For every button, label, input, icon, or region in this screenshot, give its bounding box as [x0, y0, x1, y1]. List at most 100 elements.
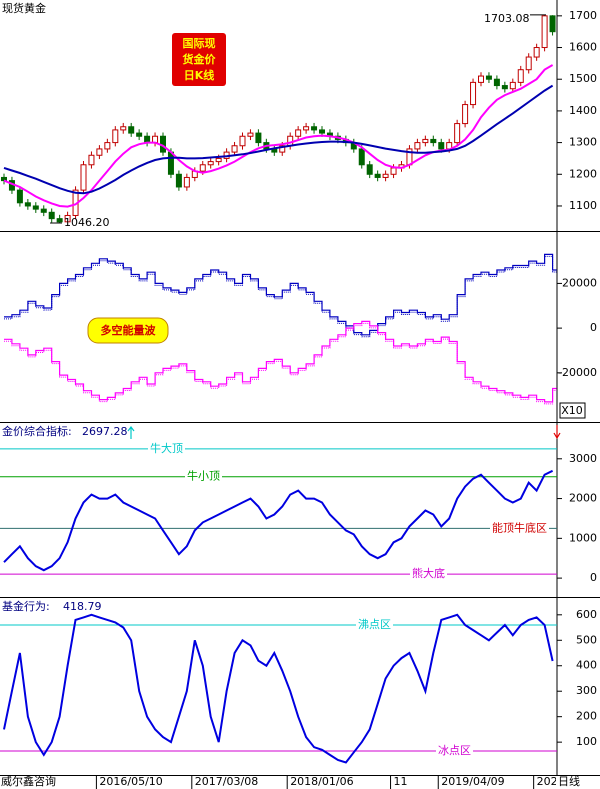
- level-label-bg: [148, 442, 185, 455]
- y-tick-label: 300: [576, 684, 597, 697]
- y-tick-label: 20000: [562, 276, 597, 289]
- level-label: 沸点区: [358, 618, 391, 631]
- candle-body: [485, 75, 492, 80]
- panel-title: 基金行为:: [2, 599, 50, 613]
- level-label-bg: [436, 745, 473, 758]
- candle-body: [112, 129, 119, 144]
- up-arrow: [127, 426, 135, 439]
- candle-body: [32, 205, 39, 210]
- indicator-line: [3, 469, 554, 572]
- candle-body: [279, 145, 286, 153]
- level-label: 能顶牛底区: [492, 520, 547, 534]
- y-tick-label: 200: [576, 710, 597, 723]
- candle-body: [247, 132, 254, 137]
- candle-body: [16, 189, 23, 204]
- candle-body: [374, 173, 381, 178]
- x-tick-label: 2018/01/06: [290, 775, 353, 788]
- candle-body: [183, 176, 190, 188]
- level-label: 牛小顶: [187, 469, 220, 483]
- candle-body: [1, 176, 7, 182]
- candle-body: [478, 75, 484, 83]
- y-tick-label: 3000: [569, 452, 597, 465]
- y-tick-label: -20000: [558, 366, 597, 379]
- candle-body: [319, 129, 325, 134]
- x-tick-label: 11: [394, 775, 408, 788]
- current-value: 418.79: [63, 600, 102, 613]
- scale-label: X10: [561, 404, 583, 417]
- y-tick-label: 1200: [569, 167, 597, 180]
- y-tick-label: 600: [576, 608, 597, 621]
- moving-average: [3, 64, 554, 208]
- candle-body: [80, 164, 87, 191]
- candle-body: [64, 214, 71, 223]
- level-label-bg: [410, 568, 447, 581]
- candle-body: [549, 15, 556, 33]
- candle-body: [120, 126, 127, 131]
- y-tick-label: 2000: [569, 492, 597, 505]
- panel-title: 金价综合指标:: [2, 424, 72, 438]
- candle-body: [215, 157, 222, 163]
- candle-body: [414, 142, 421, 150]
- y-tick-label: 0: [590, 321, 597, 334]
- x-tick-label: 2019/04/09: [441, 775, 504, 788]
- x-tick-label: 2016/05/10: [99, 775, 162, 788]
- candle-body: [56, 218, 63, 223]
- label-box: [87, 317, 169, 344]
- candle-body: [533, 47, 540, 58]
- current-value: 2697.28: [82, 425, 128, 438]
- step-line-shadow: [4, 255, 557, 338]
- candle-body: [175, 173, 182, 188]
- level-label-bg: [490, 522, 549, 535]
- candle-body: [88, 154, 95, 166]
- candle-body: [454, 123, 461, 144]
- candle-body: [96, 148, 103, 156]
- candle-body: [462, 104, 469, 125]
- down-arrow: [553, 425, 561, 440]
- candle-body: [422, 138, 429, 144]
- candle-body: [517, 69, 524, 83]
- y-tick-label: 0: [590, 571, 597, 584]
- candle-body: [366, 164, 373, 175]
- y-tick-label: 100: [576, 735, 597, 748]
- label-line: 货金价: [182, 52, 217, 66]
- y-tick-label: 1300: [569, 136, 597, 149]
- candle-body: [207, 161, 214, 166]
- label-box: [172, 33, 226, 86]
- step-line: [4, 320, 557, 403]
- candle-body: [358, 148, 365, 166]
- level-label: 熊大底: [412, 566, 445, 580]
- y-tick-label: 500: [576, 633, 597, 646]
- y-tick-label: 1600: [569, 41, 597, 54]
- candle-body: [501, 85, 508, 90]
- y-tick-label: 1500: [569, 72, 597, 85]
- candle-body: [311, 126, 318, 131]
- moving-average: [3, 84, 554, 195]
- level-label: 牛大顶: [150, 441, 183, 455]
- candle-body: [128, 126, 135, 134]
- candle-body: [438, 142, 445, 150]
- label-line: 国际现: [183, 36, 216, 50]
- period-label: 日线: [558, 774, 580, 788]
- candle-body: [199, 164, 206, 172]
- source-label: 威尔鑫咨询: [1, 774, 56, 788]
- y-tick-label: 400: [576, 659, 597, 672]
- scale-box: [559, 402, 586, 419]
- candle-body: [493, 78, 500, 87]
- level-label-bg: [356, 618, 393, 631]
- candle-body: [295, 129, 302, 137]
- period-bg: [556, 776, 600, 789]
- candle-body: [470, 81, 477, 106]
- panel-title: 现货黄金: [2, 1, 46, 15]
- level-label-bg: [185, 470, 222, 483]
- candle-body: [390, 167, 397, 175]
- candle-body: [48, 211, 55, 220]
- candle-body: [430, 138, 437, 144]
- annotation: 1046.20: [64, 216, 110, 229]
- candle-body: [255, 132, 262, 144]
- y-tick-label: 1100: [569, 199, 597, 212]
- step-line: [4, 253, 557, 336]
- x-tick-label: 2017/03/08: [195, 775, 258, 788]
- y-tick-label: 1000: [569, 531, 597, 544]
